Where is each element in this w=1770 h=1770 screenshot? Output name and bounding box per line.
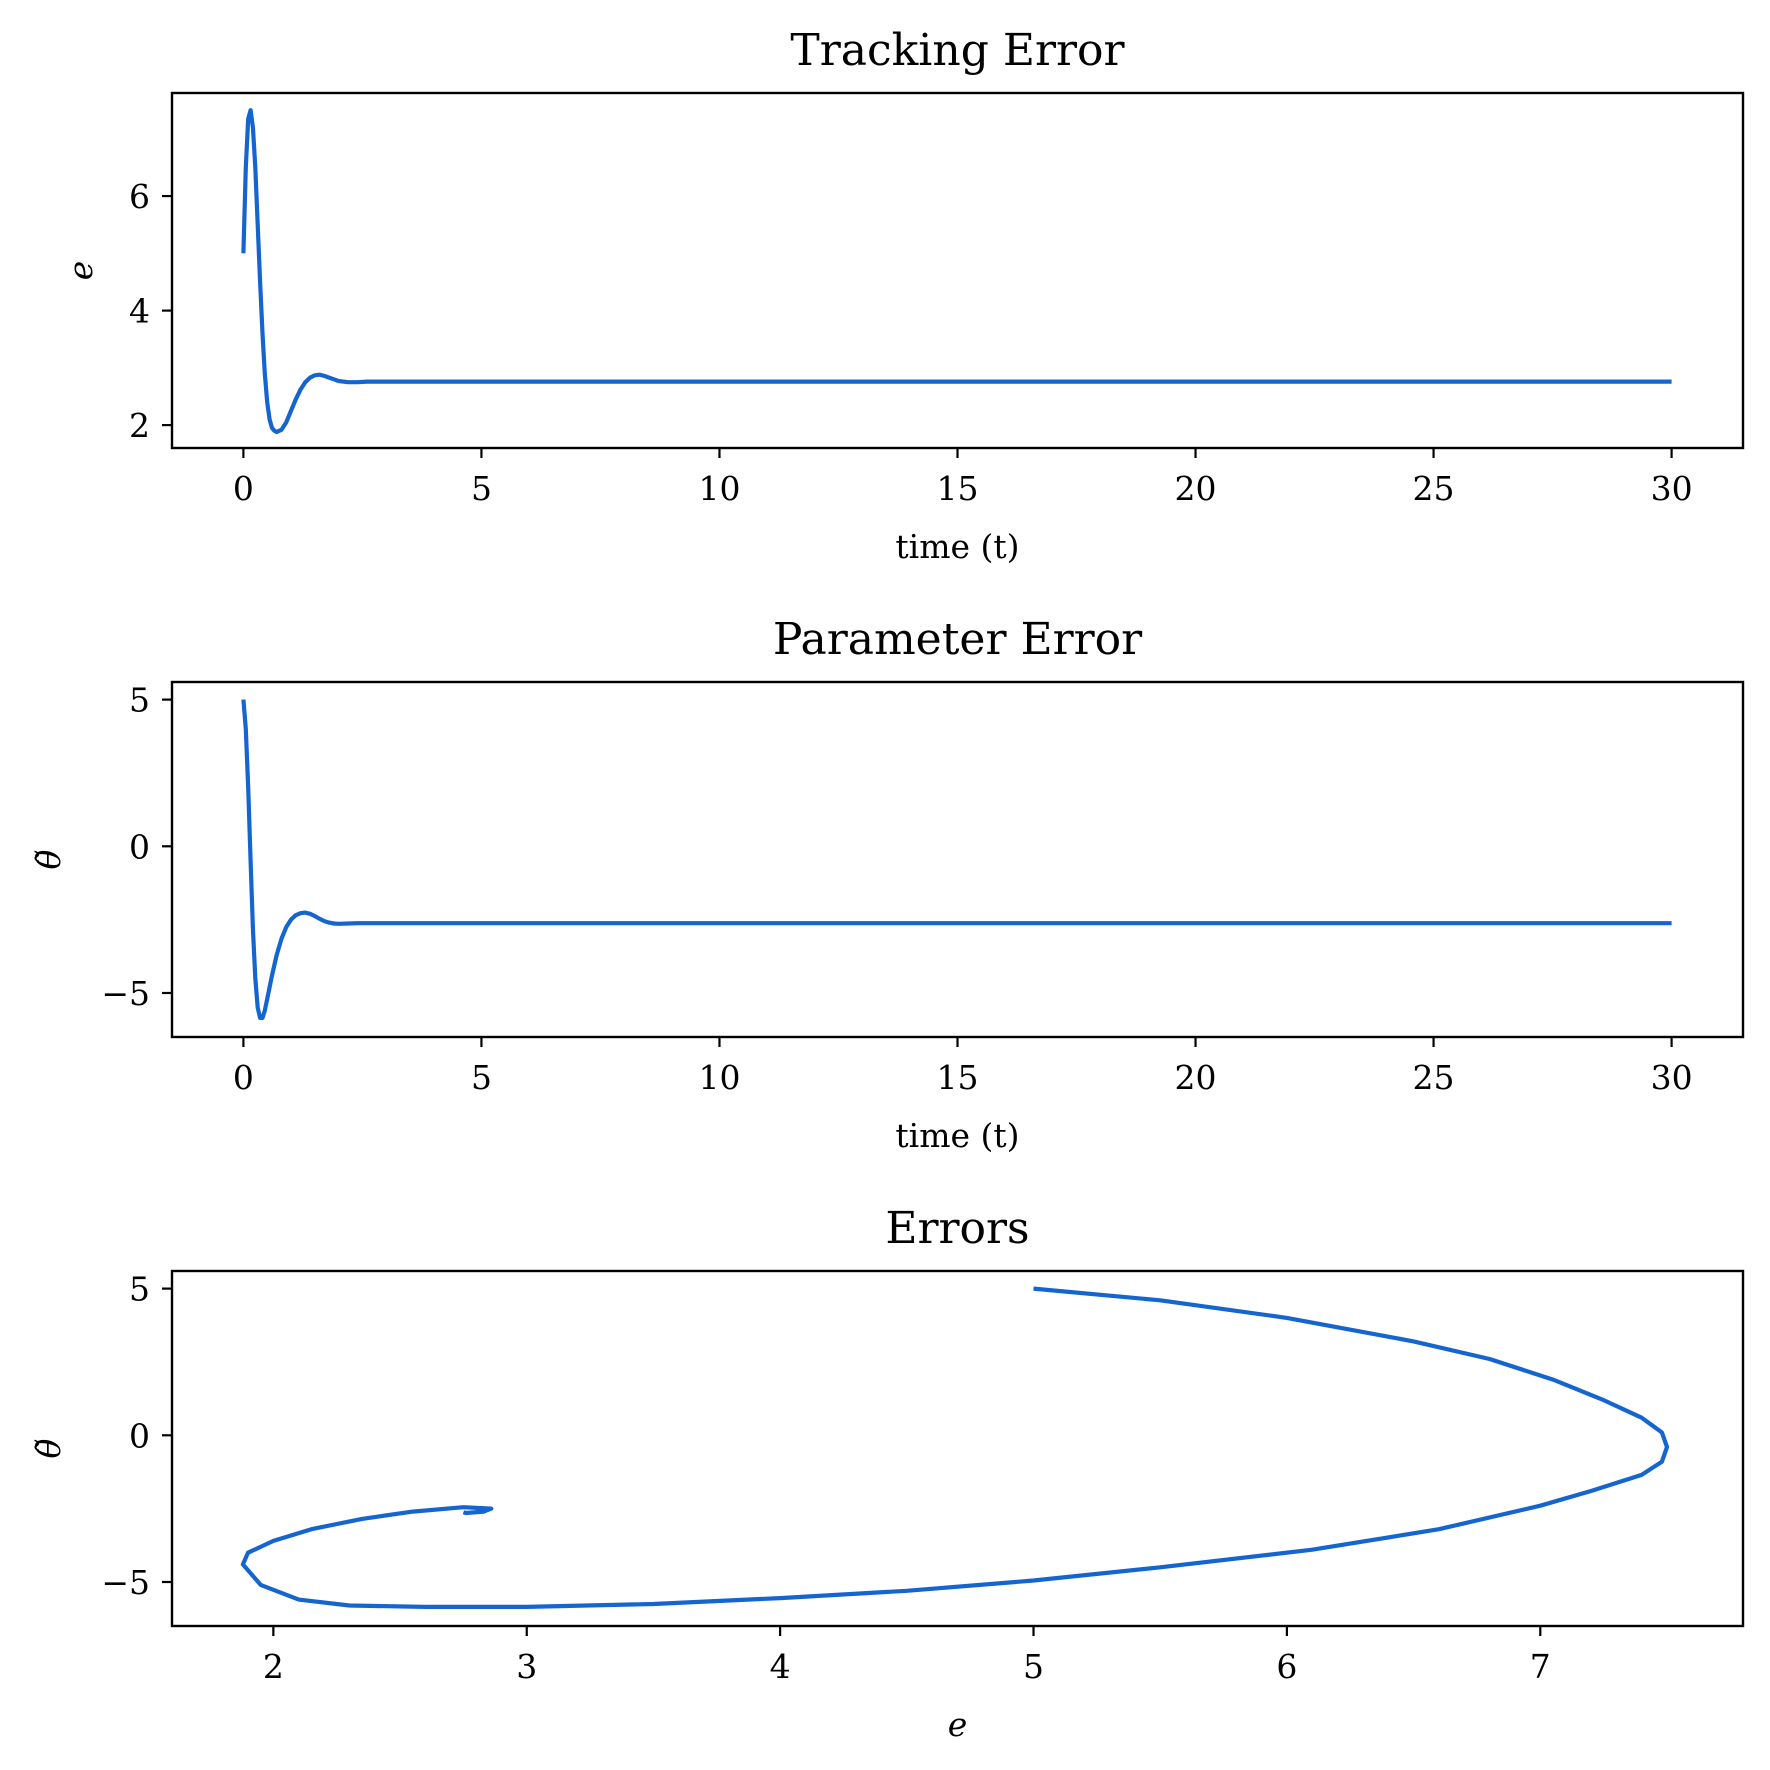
x-tick-label: 4 [770, 1647, 791, 1686]
x-axis-label: e [948, 1705, 968, 1744]
x-tick-label: 0 [233, 469, 254, 508]
chart-panel-2: 0 5 10 15 20 25 30 −5 0 5 Parameter Error time (t) θ… [29, 614, 1745, 1155]
chart-panel-3: 2 3 4 5 6 7 −5 0 5 Errors e θ̃ [29, 1203, 1745, 1744]
chart-panel-1: 0 5 10 15 20 25 30 2 4 6 Tracking Error time (t) e [61, 25, 1745, 566]
y-tick-label: 0 [129, 827, 150, 866]
series-line-1 [241, 699, 1672, 1021]
x-tick-label: 5 [471, 1058, 492, 1097]
x-tick-label: 30 [1651, 469, 1693, 508]
series-line-1 [241, 108, 1672, 435]
x-tick-label: 5 [1023, 1647, 1044, 1686]
x-tick-label: 15 [937, 1058, 979, 1097]
y-tick-label: −5 [101, 974, 150, 1013]
x-tick-label: 0 [233, 1058, 254, 1097]
x-tick-label: 5 [471, 469, 492, 508]
x-tick-label: 30 [1651, 1058, 1693, 1097]
x-axis-label: time (t) [895, 1116, 1019, 1155]
x-tick-label: 20 [1175, 469, 1217, 508]
x-tick-label: 15 [937, 469, 979, 508]
x-tick-label: 6 [1276, 1647, 1297, 1686]
x-tick-label: 2 [263, 1647, 284, 1686]
y-axis-label: e [61, 261, 100, 281]
y-tick-label: −5 [101, 1563, 150, 1602]
x-tick-label: 3 [516, 1647, 537, 1686]
chart-title: Errors [885, 1203, 1029, 1254]
y-tick-label: 0 [129, 1416, 150, 1455]
x-tick-label: 10 [698, 1058, 740, 1097]
x-tick-label: 20 [1175, 1058, 1217, 1097]
chart-title: Tracking Error [790, 25, 1125, 76]
x-axis-label: time (t) [895, 527, 1019, 566]
x-tick-label: 7 [1530, 1647, 1551, 1686]
axes-frame [170, 680, 1745, 1039]
x-tick-label: 25 [1413, 1058, 1455, 1097]
y-tick-label: 5 [129, 681, 150, 720]
y-tick-label: 5 [129, 1270, 150, 1309]
y-tick-label: 6 [129, 177, 150, 216]
x-tick-label: 25 [1413, 469, 1455, 508]
y-axis-label: θ̃ [29, 849, 68, 869]
axes-frame [170, 1269, 1745, 1628]
y-tick-label: 2 [129, 406, 150, 445]
y-axis-label: θ̃ [29, 1438, 68, 1458]
series-line-1 [240, 1286, 1670, 1610]
chart-title: Parameter Error [773, 614, 1143, 665]
x-tick-label: 10 [698, 469, 740, 508]
axes-frame [170, 91, 1745, 450]
y-tick-label: 4 [129, 292, 150, 331]
